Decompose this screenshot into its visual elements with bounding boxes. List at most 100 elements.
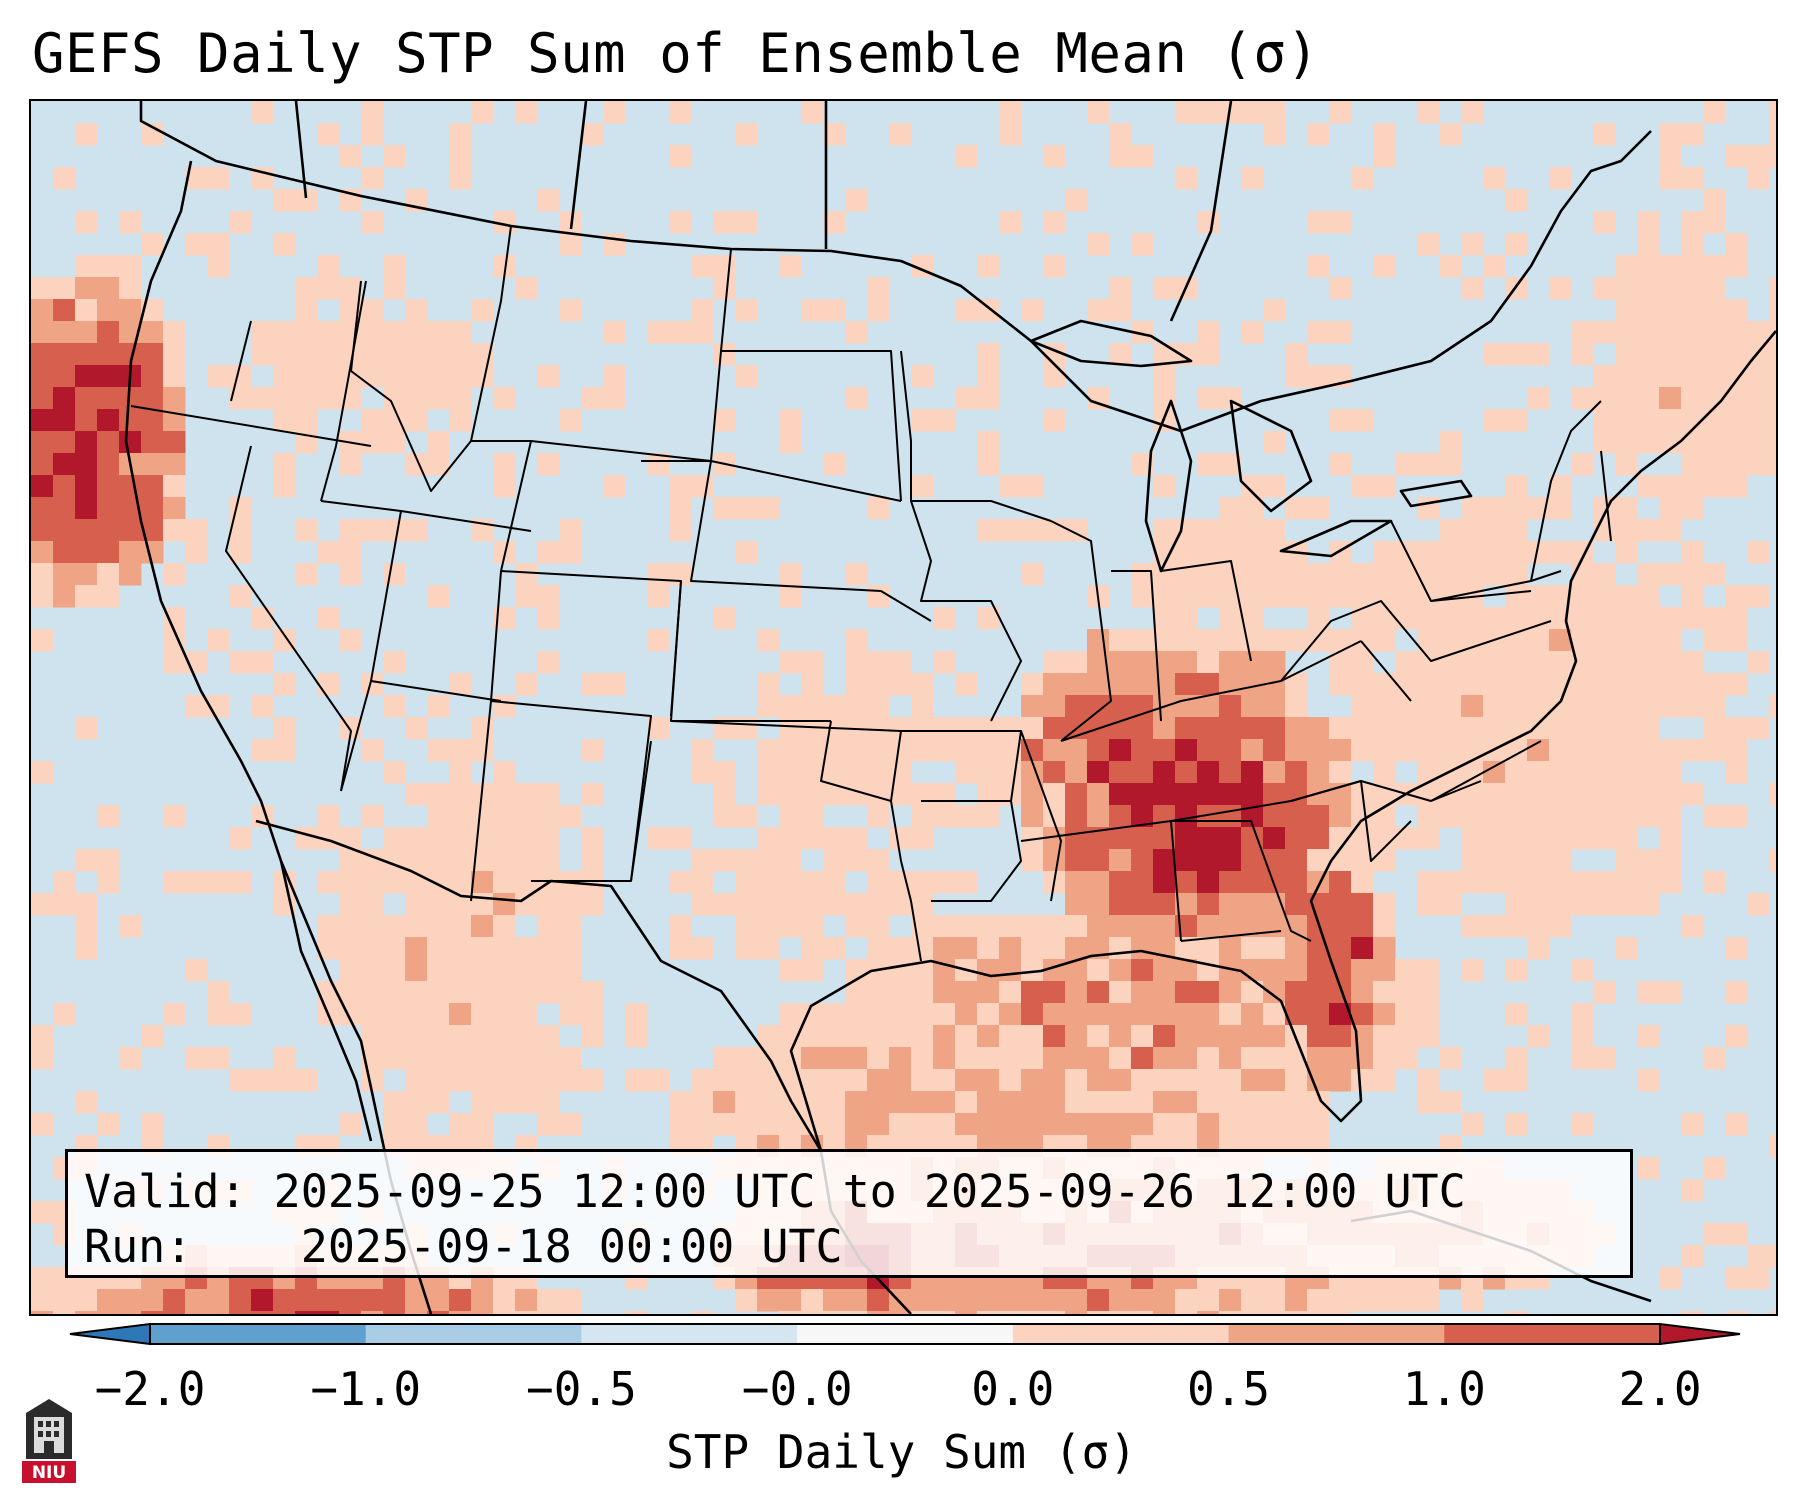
stp-cell (97, 805, 120, 828)
stp-cell (603, 673, 626, 696)
stp-cell (1703, 695, 1726, 718)
stp-cell (1043, 739, 1066, 762)
stp-cell (1021, 805, 1044, 828)
stp-cell (1109, 915, 1132, 938)
stp-cell (1109, 1289, 1132, 1312)
stp-cell (53, 1289, 76, 1312)
stp-cell (31, 1311, 54, 1314)
stp-cell (779, 651, 802, 674)
stp-cell (669, 827, 692, 850)
stp-cell (955, 299, 978, 322)
stp-cell (559, 1113, 582, 1136)
stp-cell (1527, 717, 1550, 740)
stp-cell (1175, 849, 1198, 872)
stp-cell (1527, 805, 1550, 828)
stp-cell (977, 365, 1000, 388)
stp-cell (1175, 959, 1198, 982)
stp-cell (1593, 871, 1616, 894)
stp-cell (537, 937, 560, 960)
stp-cell (471, 915, 494, 938)
stp-cell (1197, 321, 1220, 344)
stp-cell (229, 387, 252, 410)
stp-cell (581, 1025, 604, 1048)
stp-cell (1703, 1223, 1726, 1246)
stp-cell (1153, 915, 1176, 938)
stp-cell (977, 1069, 1000, 1092)
stp-cell (757, 761, 780, 784)
stp-cell (1637, 739, 1660, 762)
stp-cell (383, 1289, 406, 1312)
stp-cell (427, 431, 450, 454)
stp-cell (757, 739, 780, 762)
stp-cell (1109, 849, 1132, 872)
stp-cell (1219, 541, 1242, 564)
stp-cell (339, 541, 362, 564)
stp-cell (1021, 1091, 1044, 1114)
stp-cell (1175, 673, 1198, 696)
stp-cell (1417, 959, 1440, 982)
stp-cell (889, 1311, 912, 1314)
stp-cell (1329, 827, 1352, 850)
stp-cell (977, 761, 1000, 784)
stp-cell (1483, 673, 1506, 696)
stp-cell (295, 1311, 318, 1314)
stp-cell (1263, 673, 1286, 696)
stp-cell (1087, 1025, 1110, 1048)
stp-cell (1725, 1267, 1748, 1290)
stp-cell (493, 805, 516, 828)
stp-cell (317, 277, 340, 300)
stp-cell (845, 915, 868, 938)
stp-cell (1417, 761, 1440, 784)
stp-cell (1725, 321, 1748, 344)
stp-cell (273, 189, 296, 212)
stp-cell (1307, 563, 1330, 586)
stp-cell (1153, 585, 1176, 608)
stp-cell (31, 761, 54, 784)
stp-cell (1549, 717, 1572, 740)
stp-cell (867, 849, 890, 872)
stp-cell (801, 1047, 824, 1070)
stp-cell (1615, 783, 1638, 806)
stp-cell (1329, 211, 1352, 234)
stp-cell (53, 519, 76, 542)
stp-cell (31, 497, 54, 520)
stp-cell (779, 563, 802, 586)
stp-cell (1747, 585, 1770, 608)
stp-cell (1197, 563, 1220, 586)
stp-cell (1659, 387, 1682, 410)
stp-cell (361, 321, 384, 344)
stp-cell (1263, 1069, 1286, 1092)
stp-cell (1593, 981, 1616, 1004)
stp-cell (1417, 563, 1440, 586)
stp-cell (933, 607, 956, 630)
stp-cell (669, 871, 692, 894)
stp-cell (383, 365, 406, 388)
stp-cell (1307, 255, 1330, 278)
stp-cell (339, 981, 362, 1004)
stp-cell (867, 277, 890, 300)
stp-cell (1703, 101, 1726, 124)
stp-cell (1219, 761, 1242, 784)
stp-cell (691, 475, 714, 498)
stp-cell (823, 1069, 846, 1092)
stp-cell (889, 959, 912, 982)
stp-cell (977, 717, 1000, 740)
stp-cell (427, 695, 450, 718)
stp-cell (1637, 563, 1660, 586)
stp-cell (1483, 717, 1506, 740)
stp-cell (1637, 431, 1660, 454)
stp-cell (471, 1047, 494, 1070)
stp-cell (1549, 893, 1572, 916)
stp-cell (889, 937, 912, 960)
canada-province-lines (294, 101, 1233, 322)
stp-cell (1087, 915, 1110, 938)
stp-cell (1703, 211, 1726, 234)
stp-cell (1461, 849, 1484, 872)
stp-cell (1461, 233, 1484, 256)
stp-cell (1725, 1025, 1748, 1048)
stp-cell (1439, 607, 1462, 630)
stp-cell (1769, 1245, 1776, 1268)
stp-cell (1109, 761, 1132, 784)
stp-cell (1483, 519, 1506, 542)
stp-cell (1043, 145, 1066, 168)
